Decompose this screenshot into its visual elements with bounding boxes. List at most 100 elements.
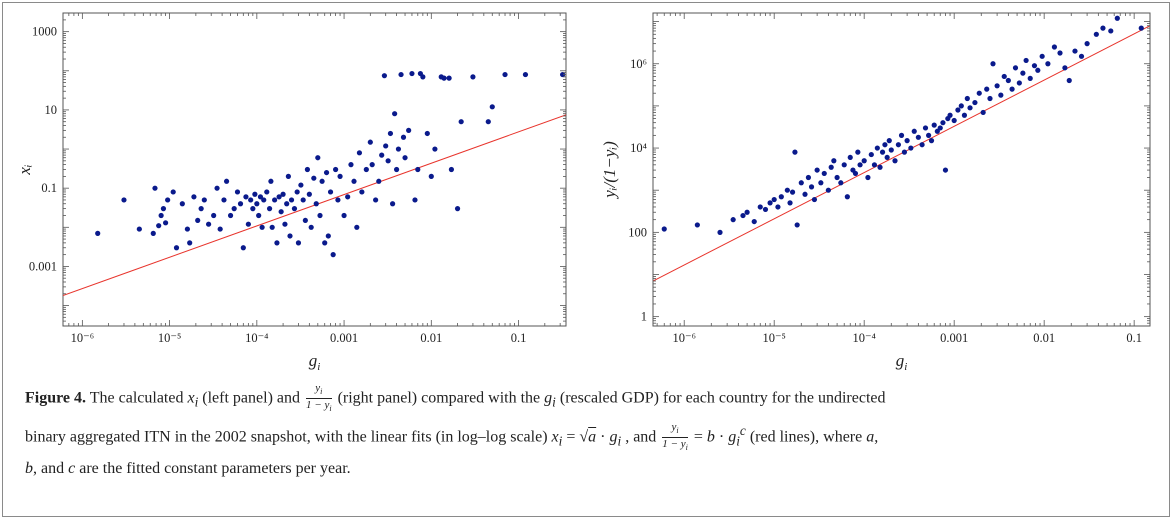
right-data-point xyxy=(787,200,793,206)
right-data-point xyxy=(940,120,946,126)
left-data-point xyxy=(95,230,101,236)
left-data-point xyxy=(389,201,396,207)
right-data-point xyxy=(1084,41,1090,47)
left-data-point xyxy=(211,212,217,219)
right-data-point xyxy=(1051,44,1058,50)
left-data-point xyxy=(198,206,204,212)
caption-math: g xyxy=(544,389,553,407)
left-panel: 10⁻⁶ 10⁻⁵ 10⁻⁴ 0.001 0.01 0.1 0.001 0.1 10 1000 gi… xyxy=(15,12,567,373)
caption-math-sub: i xyxy=(558,433,563,449)
frac-den-sub: i xyxy=(685,442,688,452)
left-data-point xyxy=(214,185,220,191)
left-data-point xyxy=(243,194,249,200)
left-data-point xyxy=(409,70,415,77)
left-data-point xyxy=(387,130,394,137)
left-data-point xyxy=(458,119,464,125)
left-data-point xyxy=(415,166,421,173)
caption-math: x xyxy=(187,389,195,407)
right-data-point xyxy=(762,206,769,213)
left-data-point xyxy=(298,182,304,188)
left-data-point xyxy=(489,104,495,110)
right-data-point xyxy=(884,154,890,161)
left-data-point xyxy=(385,158,391,164)
left-data-point xyxy=(201,197,207,203)
left-data-point xyxy=(173,245,180,251)
left-data-point xyxy=(306,191,312,197)
caption-math: a xyxy=(588,427,597,445)
right-data-point xyxy=(740,212,746,219)
left-y-tick-label: 0.001 xyxy=(29,259,57,273)
left-data-point xyxy=(276,194,282,200)
right-data-point xyxy=(895,142,902,148)
left-data-point xyxy=(248,197,254,203)
right-data-point xyxy=(1100,25,1106,31)
left-x-tick-label: 0.01 xyxy=(420,331,442,345)
left-data-point xyxy=(337,173,343,179)
left-data-point xyxy=(278,209,284,215)
right-y-tick-label: 1 xyxy=(641,310,647,324)
left-data-point xyxy=(156,223,162,229)
caption-text: , and xyxy=(33,460,69,478)
right-data-point xyxy=(871,162,878,168)
left-data-point xyxy=(363,166,369,173)
right-data-point xyxy=(951,117,957,124)
left-data-point xyxy=(383,143,389,149)
left-data-point xyxy=(272,197,278,203)
caption-fraction: yi 1 − yi xyxy=(306,382,332,415)
left-data-point xyxy=(170,189,176,195)
right-data-point xyxy=(861,158,867,164)
right-data-point xyxy=(805,174,812,181)
right-data-point xyxy=(865,174,871,181)
right-data-point xyxy=(1023,57,1029,64)
right-data-point xyxy=(1005,77,1011,84)
right-data-point xyxy=(1078,53,1085,59)
caption-text: (red lines), where xyxy=(745,427,867,445)
left-y-tick-label: 0.1 xyxy=(41,181,57,195)
right-data-point xyxy=(775,204,781,210)
right-data-point xyxy=(877,164,883,170)
caption-math-sub: i xyxy=(736,433,740,449)
right-data-point xyxy=(821,170,827,177)
right-x-tick-label: 10⁻⁵ xyxy=(762,331,785,345)
right-data-point xyxy=(828,164,834,170)
right-data-point xyxy=(984,86,990,92)
left-data-point xyxy=(398,71,404,78)
right-data-point xyxy=(961,112,968,118)
left-data-point xyxy=(252,191,258,197)
left-data-point xyxy=(325,233,331,239)
right-data-point xyxy=(757,204,763,210)
left-data-point xyxy=(327,189,334,195)
right-x-tick-label: 0.1 xyxy=(1126,331,1142,345)
right-data-point xyxy=(886,138,892,144)
right-data-point xyxy=(1062,65,1068,71)
left-data-point xyxy=(231,206,237,212)
frac-den: 1 − y xyxy=(306,399,330,412)
right-plot-frame xyxy=(652,12,1151,327)
left-data-point xyxy=(446,75,452,81)
caption-line-1: Figure 4. The calculated xi (left panel)… xyxy=(25,382,1150,417)
figure-caption: Figure 4. The calculated xi (left panel)… xyxy=(25,382,1150,483)
right-data-point xyxy=(947,112,953,118)
right-data-point xyxy=(855,149,861,155)
right-data-point xyxy=(802,191,808,197)
frac-den-sub: i xyxy=(329,404,332,414)
right-data-point xyxy=(901,149,908,155)
left-data-point xyxy=(187,240,193,246)
left-data-point xyxy=(184,226,190,232)
left-data-point xyxy=(291,206,298,212)
caption-math-sub: i xyxy=(552,394,556,410)
right-data-point xyxy=(1045,61,1051,67)
right-data-point xyxy=(888,147,894,153)
left-data-point xyxy=(395,146,402,152)
left-data-point xyxy=(502,71,508,78)
left-data-point xyxy=(121,197,127,203)
left-data-point xyxy=(392,111,398,117)
left-data-point xyxy=(470,74,476,80)
left-data-point xyxy=(221,197,227,203)
right-data-point xyxy=(751,218,757,225)
right-data-point xyxy=(794,222,800,228)
right-data-point xyxy=(919,142,925,148)
right-data-point xyxy=(1001,73,1007,80)
left-data-point xyxy=(322,240,328,246)
left-data-point xyxy=(295,240,302,246)
